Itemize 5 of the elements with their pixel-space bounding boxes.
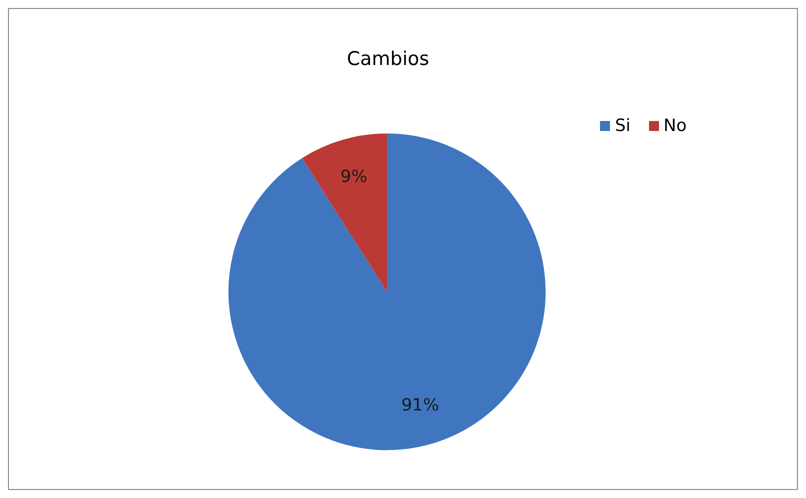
data-label: 9%: [340, 166, 368, 186]
legend-label: No: [664, 116, 687, 136]
legend-label: Si: [615, 116, 631, 136]
data-label: 91%: [401, 394, 440, 414]
chart-title: Cambios: [346, 48, 430, 70]
